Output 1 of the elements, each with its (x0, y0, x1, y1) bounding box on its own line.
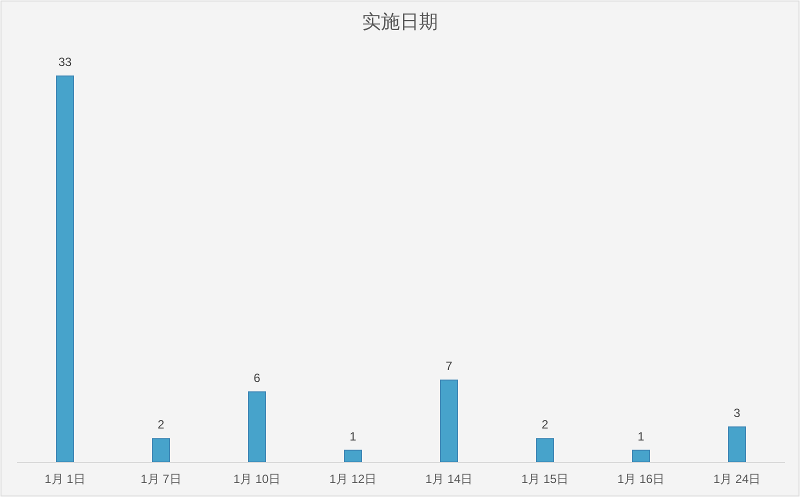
title: 实施日期 (362, 12, 438, 33)
